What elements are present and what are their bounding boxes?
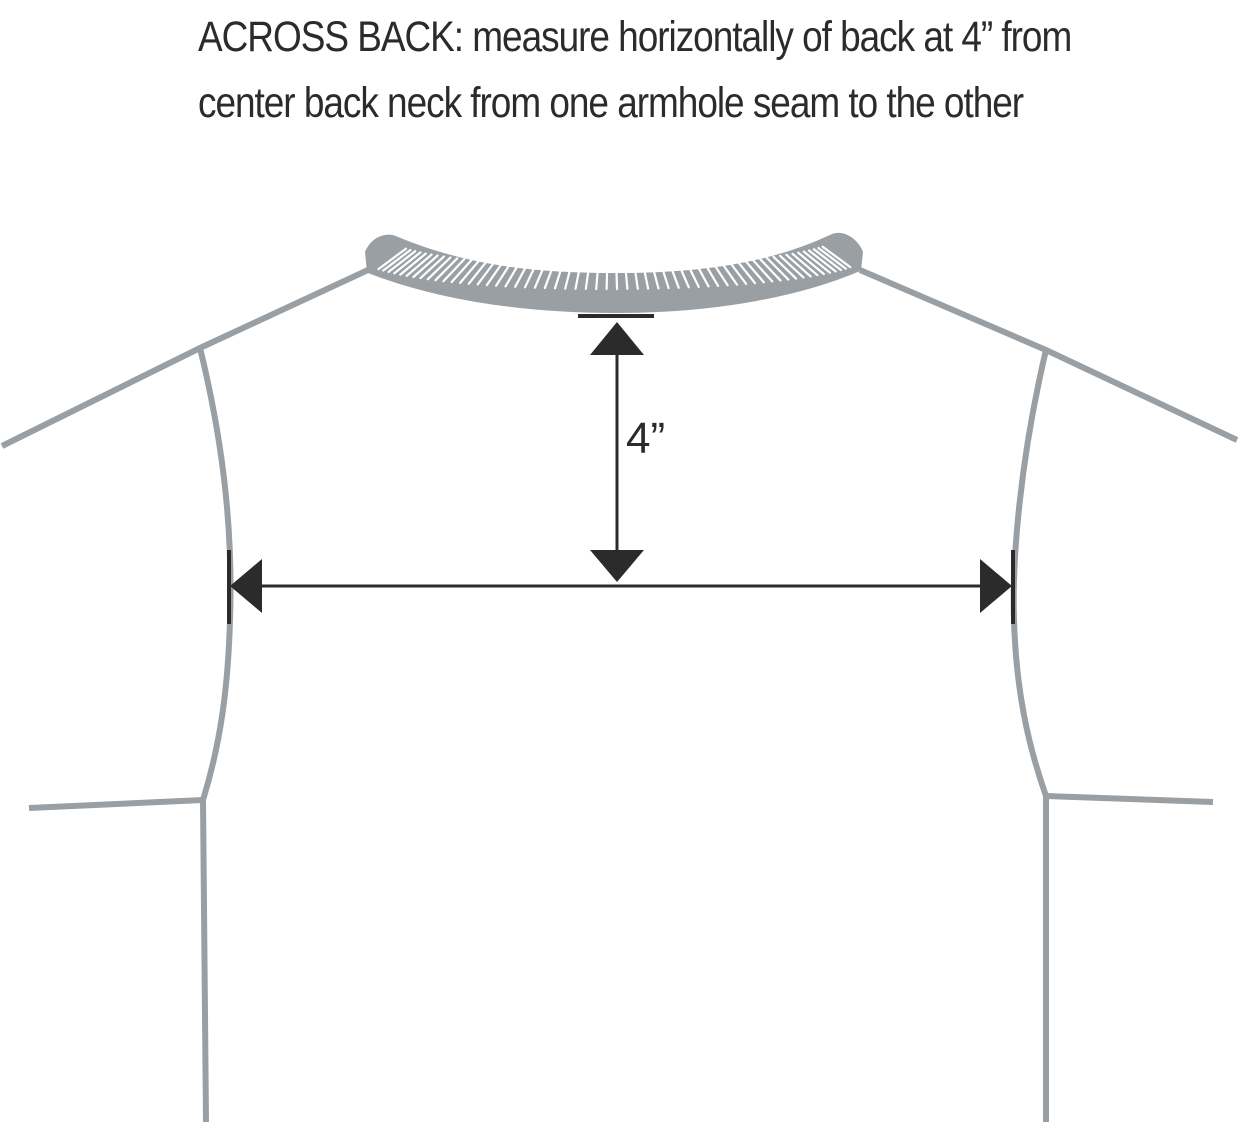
rib-stripe xyxy=(533,263,546,289)
right-shoulder-line xyxy=(858,267,1239,443)
left-side-seam xyxy=(200,799,209,1123)
across-back-arrow-right xyxy=(980,559,1012,613)
rib-stripe xyxy=(817,246,847,270)
rib-stripe xyxy=(660,264,670,290)
vertical-arrow-down xyxy=(590,550,644,582)
rib-stripe xyxy=(765,256,790,281)
rib-stripe xyxy=(686,263,700,288)
rib-stripe xyxy=(393,251,422,275)
instruction-line-2: center back neck from one armhole seam t… xyxy=(198,79,1024,127)
rib-stripe xyxy=(772,255,798,280)
rib-stripe xyxy=(523,263,538,289)
rib-stripe xyxy=(564,264,573,290)
rib-stripe xyxy=(791,252,819,277)
rib-stripe xyxy=(785,253,812,278)
rib-stripe xyxy=(387,250,417,273)
rib-stripe xyxy=(450,258,473,284)
rib-stripe xyxy=(584,264,591,290)
rib-stripe xyxy=(504,262,521,288)
rib-stripe xyxy=(434,257,459,282)
rib-stripe xyxy=(797,251,825,276)
garment-outline xyxy=(0,267,1239,1123)
rib-stripe xyxy=(669,263,680,289)
rib-stripe xyxy=(720,261,739,286)
rib-stripe xyxy=(574,264,582,290)
rib-stripe xyxy=(382,248,412,272)
left-shoulder-line xyxy=(0,267,370,449)
rib-stripe xyxy=(735,259,757,285)
rib-stripe xyxy=(485,261,504,287)
rib-stripe xyxy=(677,263,690,289)
rib-stripe xyxy=(751,258,774,283)
rib-stripe xyxy=(728,260,748,285)
rib-stripe xyxy=(377,247,407,271)
rib-stripe xyxy=(495,262,512,287)
rib-stripe xyxy=(651,264,660,290)
rib-stripe xyxy=(711,261,729,287)
measurement-markings: 4” xyxy=(227,314,1015,624)
rib-stripe xyxy=(419,255,445,280)
rib-stripe xyxy=(695,262,710,288)
instruction-text: ACROSS BACK: measure horizontally of bac… xyxy=(198,4,1084,136)
neck-rib-band xyxy=(364,233,864,314)
neck-rib-stripes xyxy=(377,245,852,291)
rib-stripe xyxy=(543,264,555,290)
rib-stripe xyxy=(605,264,609,291)
instruction-line-1: ACROSS BACK: measure horizontally of bac… xyxy=(198,13,1072,61)
rib-stripe xyxy=(802,250,832,274)
rib-stripe xyxy=(553,264,564,290)
rib-stripe xyxy=(624,264,629,290)
right-sleeve-underarm xyxy=(1045,793,1214,805)
vertical-dimension-label: 4” xyxy=(626,414,665,463)
rib-stripe xyxy=(412,254,439,279)
right-armhole-seam xyxy=(1010,349,1049,797)
left-armhole-seam xyxy=(197,347,234,801)
across-back-arrow-left xyxy=(230,559,262,613)
rib-stripe xyxy=(758,257,782,282)
rib-stripe xyxy=(459,259,480,284)
rib-stripe xyxy=(642,264,650,290)
rib-stripe xyxy=(426,256,452,281)
rib-stripe xyxy=(821,245,852,269)
neck-rib-outline xyxy=(364,233,864,314)
rib-stripe xyxy=(405,253,433,277)
vertical-arrow-up xyxy=(590,322,644,355)
rib-stripe xyxy=(595,264,600,291)
rib-stripe xyxy=(812,248,843,272)
rib-stripe xyxy=(514,263,529,288)
left-sleeve-underarm xyxy=(28,797,204,811)
rib-stripe xyxy=(615,264,619,291)
rib-stripe xyxy=(633,264,639,290)
rib-stripe xyxy=(743,259,765,284)
rib-stripe xyxy=(467,260,488,285)
rib-stripe xyxy=(442,258,466,283)
rib-stripe xyxy=(399,252,427,276)
rib-stripe xyxy=(703,262,720,287)
rib-stripe xyxy=(778,254,805,279)
rib-stripe xyxy=(476,261,496,286)
rib-stripe xyxy=(807,249,837,273)
